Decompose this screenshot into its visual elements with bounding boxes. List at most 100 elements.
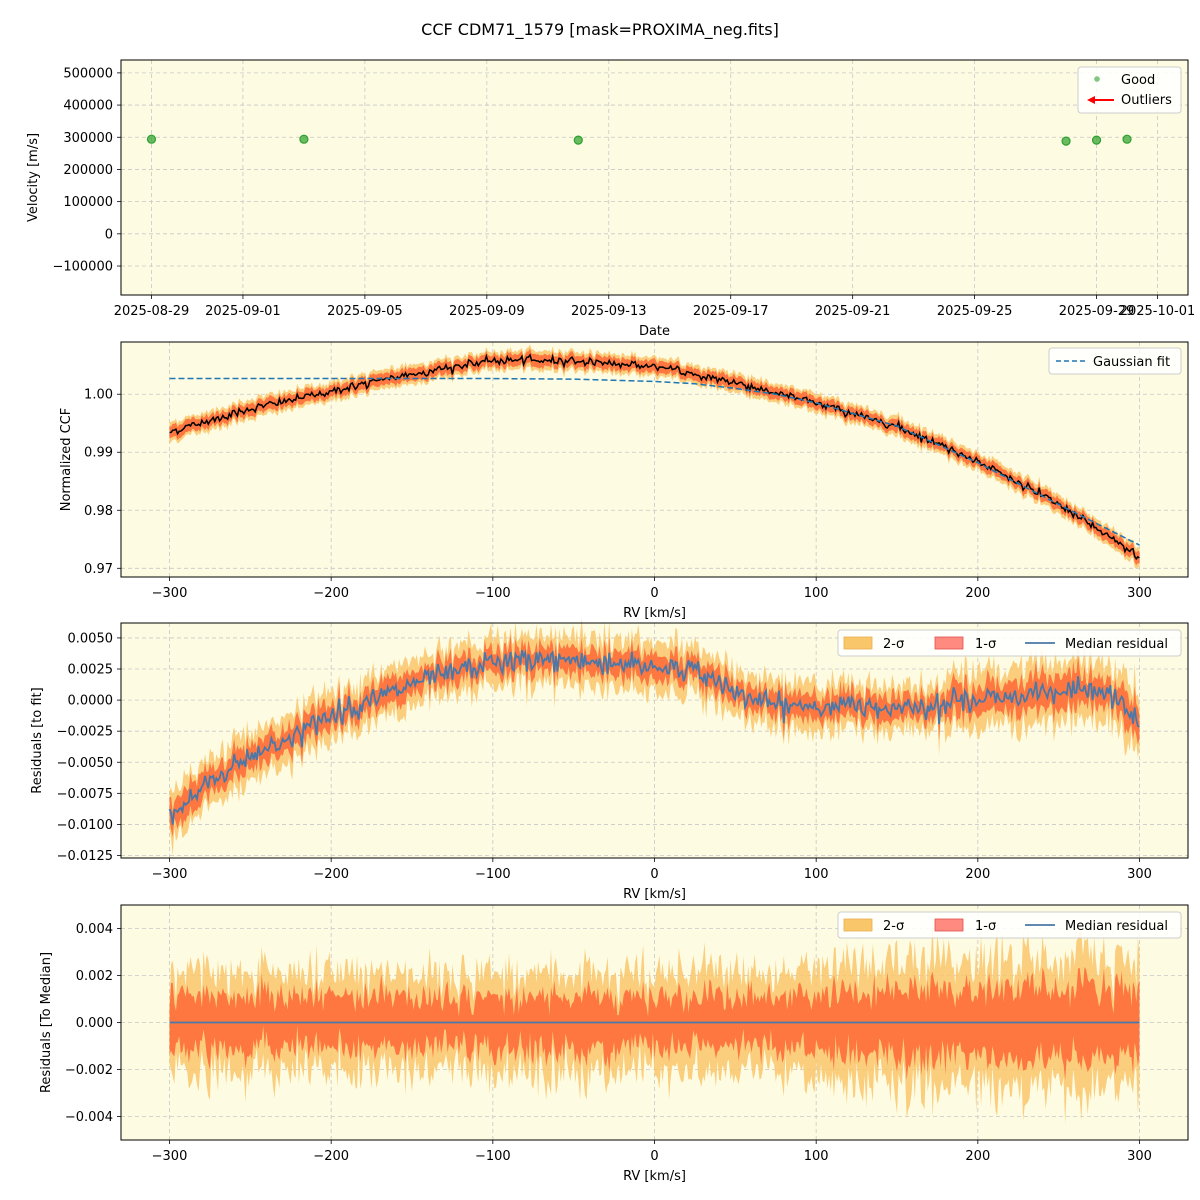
ticks: −300 −200 −100 0 100 200 300 −0.0125 −0.0100 −0.0…	[57, 631, 1152, 882]
legend-label: Median residual	[1065, 637, 1168, 652]
legend-marker-2sigma	[843, 918, 873, 932]
y-tick-label: 100000	[63, 195, 113, 210]
x-tick-label: 2025-09-29	[1059, 304, 1135, 319]
y-tick-label: 0.004	[76, 922, 113, 937]
legend-box	[1048, 347, 1182, 375]
x-tick-label: 100	[804, 586, 829, 601]
x-tick-label: −200	[313, 1149, 349, 1164]
x-tick-label: 2025-08-29	[114, 304, 190, 319]
x-axis-label: Date	[639, 324, 670, 339]
data-point	[573, 135, 583, 145]
good-points	[146, 134, 1132, 146]
x-tick-label: 300	[1127, 586, 1152, 601]
resid-fit-panel: −300 −200 −100 0 100 200 300 −0.0125 −0.0100 −0.0…	[30, 618, 1189, 902]
x-tick-label: 100	[804, 1149, 829, 1164]
y-tick-label: 0.002	[76, 969, 113, 984]
x-tick-label: 0	[650, 867, 658, 882]
y-axis-label: Residuals [to fit]	[30, 687, 45, 793]
x-tick-label: −100	[475, 586, 511, 601]
x-tick-label: 2025-09-13	[571, 304, 647, 319]
y-tick-label: −0.0075	[57, 787, 113, 802]
y-tick-label: 0.99	[84, 446, 113, 461]
x-tick-label: −200	[313, 867, 349, 882]
ccf-line	[169, 353, 1140, 561]
plot-area	[121, 342, 1188, 577]
x-tick-label: 2025-09-25	[937, 304, 1013, 319]
legend-marker-good	[1094, 76, 1100, 82]
y-tick-label: 200000	[63, 163, 113, 178]
plot-area	[121, 60, 1188, 295]
y-tick-label: 500000	[63, 66, 113, 81]
x-tick-label: 300	[1127, 867, 1152, 882]
y-tick-label: 0.98	[84, 504, 113, 519]
y-tick-label: 300000	[63, 131, 113, 146]
y-tick-label: 0.97	[84, 562, 113, 577]
x-tick-label: 2025-09-05	[327, 304, 403, 319]
legend: 2-σ 1-σ Median residual	[837, 911, 1182, 939]
figure-title: CCF CDM71_1579 [mask=PROXIMA_neg.fits]	[421, 20, 779, 39]
x-tick-label: 2025-09-21	[815, 304, 891, 319]
axes-frame	[120, 904, 1189, 1141]
x-tick-label: 2025-09-09	[449, 304, 525, 319]
legend: Good Outliers	[1077, 66, 1182, 114]
data-point	[1061, 136, 1071, 146]
x-tick-label: −300	[152, 586, 188, 601]
median-residual-line	[168, 649, 1140, 825]
y-tick-label: 0.0000	[68, 694, 114, 709]
x-tick-label: −300	[152, 867, 188, 882]
legend-box	[1077, 66, 1182, 114]
legend-marker-2sigma	[843, 636, 873, 650]
y-tick-label: 0.000	[76, 1016, 113, 1031]
axes-frame	[120, 341, 1189, 578]
legend-label: 2-σ	[883, 919, 904, 934]
y-tick-label: 0.0050	[68, 631, 114, 646]
gaussian-fit-line	[169, 377, 1140, 546]
legend-marker-1sigma	[934, 918, 964, 932]
x-tick-label: −100	[475, 867, 511, 882]
y-tick-label: 1.00	[84, 388, 113, 403]
data-point	[1091, 135, 1102, 145]
x-axis-label: RV [km/s]	[623, 606, 686, 621]
legend-label: 1-σ	[975, 637, 996, 652]
data-point	[1122, 134, 1132, 144]
legend-arrow-head	[1087, 96, 1095, 104]
y-tick-label: −0.002	[65, 1063, 113, 1078]
y-tick-label: −0.004	[65, 1110, 113, 1125]
y-tick-label: −0.0125	[57, 849, 113, 864]
y-tick-label: 400000	[63, 99, 113, 114]
legend-box	[837, 911, 1182, 939]
y-tick-label: −0.0025	[57, 725, 113, 740]
ticks: −300 −200 −100 0 100 200 300 0.97 0.98 0.99 1.00	[84, 388, 1152, 601]
legend-label: Good	[1121, 73, 1155, 88]
x-tick-label: 100	[804, 867, 829, 882]
data-point	[299, 134, 309, 144]
ticks: 2025-08-29 2025-09-01 2025-09-05 2025-09-09…	[52, 66, 1195, 319]
y-axis-label: Normalized CCF	[59, 408, 74, 512]
y-tick-label: −0.0100	[57, 818, 113, 833]
x-tick-label: 2025-09-17	[693, 304, 769, 319]
y-tick-label: −100000	[52, 260, 113, 275]
x-tick-label: 0	[650, 1149, 658, 1164]
y-axis-label: Residuals [To Median]	[39, 952, 54, 1093]
x-tick-label: −100	[475, 1149, 511, 1164]
y-tick-label: 0.0025	[68, 663, 114, 678]
ccf-panel: −300 −200 −100 0 100 200 300 0.97 0.98 0.99 1.00 RV…	[59, 341, 1189, 621]
x-axis-label: RV [km/s]	[623, 1169, 686, 1184]
data-point	[146, 134, 157, 144]
legend-marker-1sigma	[934, 636, 964, 650]
x-tick-label: 2025-10-01	[1120, 304, 1196, 319]
legend: 2-σ 1-σ Median residual	[837, 629, 1182, 657]
x-tick-label: 300	[1127, 1149, 1152, 1164]
legend-label: 1-σ	[975, 919, 996, 934]
axes-frame	[120, 59, 1189, 296]
ticks: −300 −200 −100 0 100 200 300 −0.004 −0.002 0.000 0…	[65, 922, 1152, 1164]
resid-median-panel: −300 −200 −100 0 100 200 300 −0.004 −0.002 0.000 0…	[39, 904, 1189, 1184]
x-tick-label: 200	[965, 1149, 990, 1164]
axes-frame	[120, 622, 1189, 859]
legend-label: Gaussian fit	[1093, 355, 1170, 370]
x-tick-label: 2025-09-01	[205, 304, 281, 319]
legend-box	[837, 629, 1182, 657]
x-tick-label: −200	[313, 586, 349, 601]
